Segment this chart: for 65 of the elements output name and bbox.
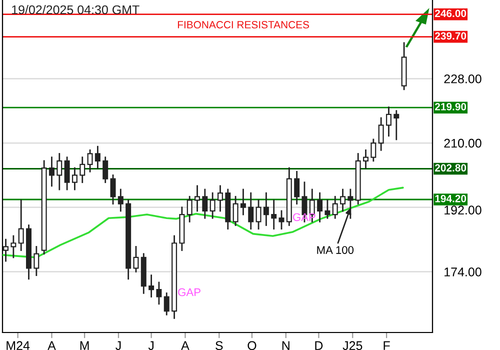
candlestick (324, 200, 330, 219)
x-tick-label: J25 (342, 341, 362, 350)
candlestick (118, 188, 124, 212)
x-tick-label: J (148, 341, 154, 350)
candlestick (202, 188, 208, 219)
candlestick (278, 210, 284, 230)
candlestick (56, 153, 62, 190)
candlestick (72, 167, 78, 190)
candlestick (194, 185, 200, 212)
candlestick (34, 246, 40, 276)
candlestick (87, 149, 93, 172)
annotation: 19/02/2025 04:30 GMT (12, 4, 140, 14)
candlestick (378, 117, 384, 151)
y-tick-label: 228.00 (444, 74, 482, 84)
candlestick (386, 106, 392, 137)
candlestick (370, 138, 376, 162)
candlestick (94, 146, 100, 169)
candlestick (10, 235, 16, 258)
x-tick-label: O (248, 341, 256, 350)
candlestick (110, 174, 116, 204)
candlestick (48, 156, 54, 187)
ref-line-label: 239.70 (435, 32, 466, 40)
y-tick-label: 192.00 (444, 206, 482, 215)
candlestick (263, 192, 269, 226)
ref-line-label: 219.90 (435, 103, 466, 110)
x-tick-label: N (282, 341, 290, 350)
x-tick-label: M24 (6, 341, 30, 350)
annotation: GAP (178, 288, 200, 296)
candlestick (3, 238, 9, 262)
candlestick (210, 192, 216, 219)
candlestick (156, 282, 162, 305)
candlestick (363, 149, 368, 169)
candlestick (217, 185, 223, 212)
x-tick-label: F (384, 341, 390, 350)
annotation: FIBONACCI RESISTANCES (178, 21, 309, 28)
x-tick-label: S (216, 341, 223, 350)
candlestick (133, 246, 139, 272)
candlestick (164, 292, 170, 316)
candlestick (394, 110, 400, 140)
x-tick-label: A (48, 341, 56, 350)
candlestick (18, 200, 24, 251)
candlestick (256, 200, 262, 230)
candlestick (317, 192, 323, 222)
candlestick (271, 200, 277, 230)
x-tick-label: J (116, 341, 121, 350)
candlestick (186, 196, 192, 222)
x-tick-label: D (315, 341, 323, 350)
candlestick (232, 196, 238, 226)
candlestick (340, 188, 346, 212)
candlestick (148, 274, 154, 298)
candlestick (64, 156, 70, 190)
x-tick-label: M (80, 341, 89, 350)
annotation: MA 100 (317, 246, 354, 254)
x-tick-label: A (181, 341, 190, 350)
candlestick (294, 170, 300, 204)
y-tick-label: 210.00 (444, 138, 482, 148)
y-tick-label: 174.00 (444, 268, 482, 276)
ref-line-label: 202.80 (435, 164, 466, 172)
candlestick (240, 188, 246, 216)
candlestick (102, 156, 108, 184)
ref-line-label: 246.00 (435, 10, 466, 18)
candlestick (248, 192, 254, 230)
candlestick (332, 196, 338, 219)
ref-line-label: 194.20 (435, 194, 466, 202)
candlestick (80, 156, 86, 184)
